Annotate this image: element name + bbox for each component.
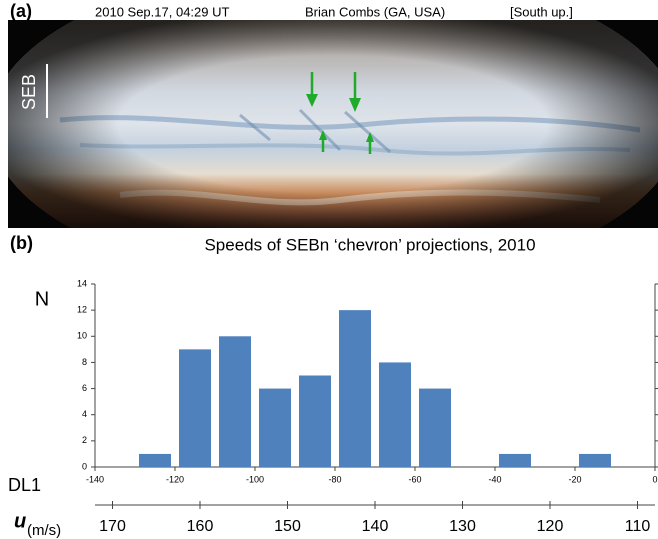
bar (379, 362, 411, 467)
y-tick-label: 12 (77, 305, 87, 315)
bar (339, 310, 371, 467)
y-tick-label: 8 (82, 357, 87, 367)
y-tick-label: 10 (77, 331, 87, 341)
x2-axis-unit: (m/s) (27, 522, 61, 539)
bar (299, 375, 331, 467)
y-axis-label: N (35, 288, 49, 310)
x-tick-label: 0 (652, 474, 657, 484)
bar (579, 453, 611, 467)
caption-observer: Brian Combs (GA, USA) (305, 4, 445, 19)
y-tick-label: 0 (82, 461, 87, 471)
x-tick-label: -120 (166, 474, 184, 484)
caption-date: 2010 Sep.17, 04:29 UT (95, 4, 229, 19)
arrows (306, 72, 374, 154)
x2-tick-label: 160 (187, 518, 214, 535)
x-tick-label: -140 (86, 474, 104, 484)
x-tick-label: -40 (488, 474, 501, 484)
x2-tick-label: 140 (362, 518, 389, 535)
x2-tick-label: 110 (625, 518, 651, 535)
photo: SEB (8, 20, 658, 228)
y-tick-label: 6 (82, 383, 87, 393)
panel-label: (a) (10, 1, 32, 21)
x2-tick-label: 150 (274, 518, 301, 535)
limb-darkening (8, 20, 658, 228)
x-tick-label: -80 (328, 474, 341, 484)
bar (139, 453, 171, 467)
panel-label: (b) (10, 233, 33, 253)
y-tick-label: 2 (82, 435, 87, 445)
bar (259, 388, 291, 467)
chart-title: Speeds of SEBn ‘chevron’ projections, 20… (204, 235, 535, 254)
y-tick-label: 4 (82, 409, 87, 419)
bar (499, 453, 531, 467)
bar (179, 349, 211, 467)
x2-tick-label: 120 (537, 518, 564, 535)
bar (419, 388, 451, 467)
x-tick-label: -20 (568, 474, 581, 484)
x-tick-label: -100 (246, 474, 264, 484)
y-tick-label: 14 (77, 278, 87, 288)
x-axis-label: DL1 (8, 475, 41, 495)
bar (219, 336, 251, 467)
x2-axis-label: u (14, 510, 26, 532)
x2-tick-label: 130 (449, 518, 476, 535)
x-tick-label: -60 (408, 474, 421, 484)
band-label: SEB (19, 74, 39, 110)
caption-orientation: [South up.] (510, 4, 573, 19)
x2-tick-label: 170 (99, 518, 126, 535)
